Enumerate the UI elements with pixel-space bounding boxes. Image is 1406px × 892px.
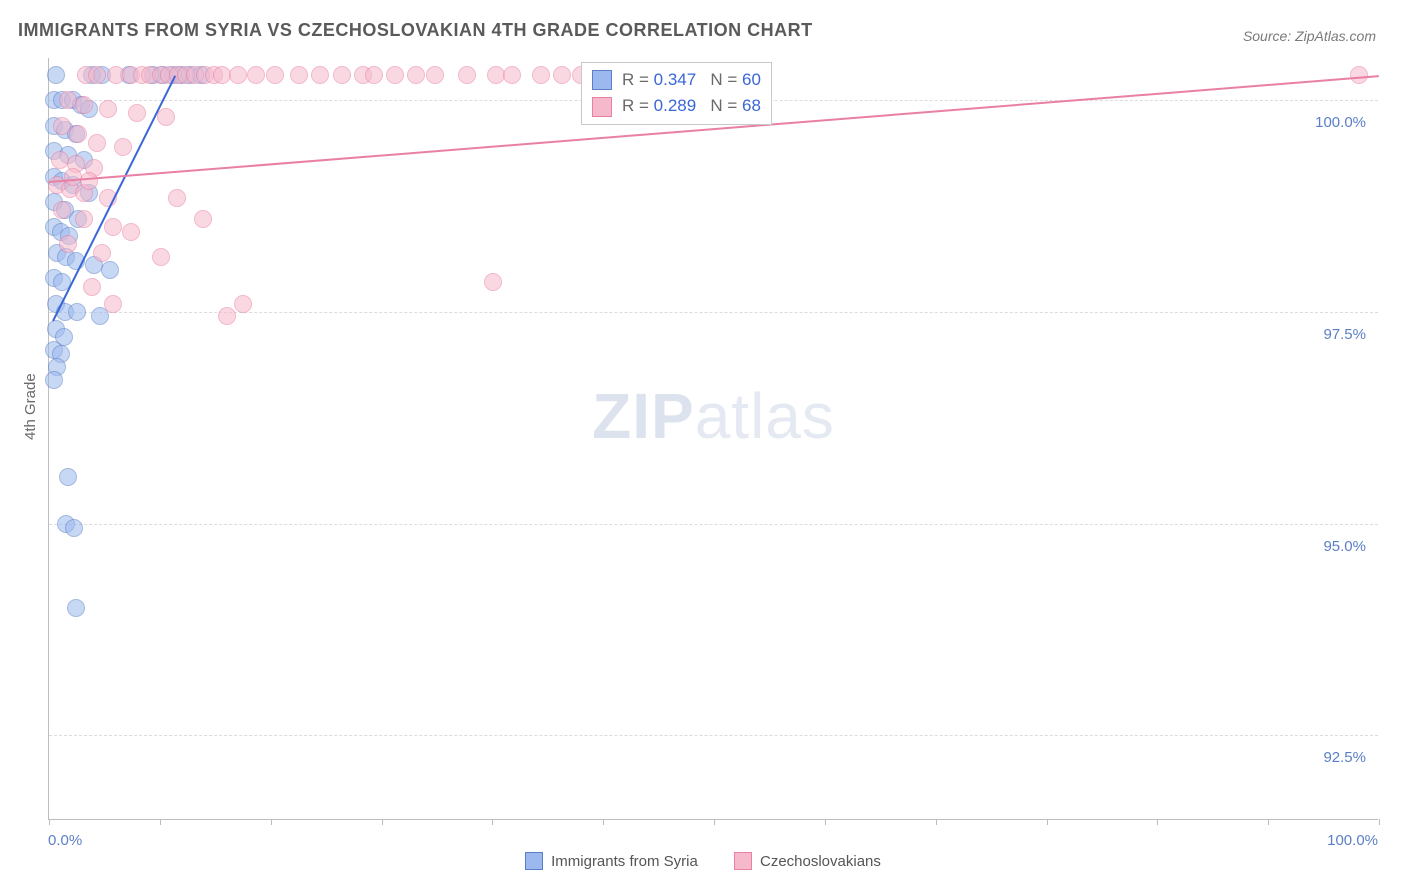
data-point-czech: [99, 100, 117, 118]
watermark-bold: ZIP: [592, 380, 695, 452]
data-point-czech: [503, 66, 521, 84]
data-point-czech: [426, 66, 444, 84]
data-point-czech: [247, 66, 265, 84]
data-point-czech: [484, 273, 502, 291]
x-tick-mark: [160, 819, 161, 825]
data-point-czech: [114, 138, 132, 156]
data-point-czech: [69, 125, 87, 143]
y-tick-label: 95.0%: [1323, 538, 1366, 555]
stats-text-czech: R = 0.289 N = 68: [622, 93, 761, 119]
data-point-czech: [386, 66, 404, 84]
data-point-czech: [157, 108, 175, 126]
watermark: ZIPatlas: [592, 379, 835, 453]
data-point-czech: [88, 66, 106, 84]
data-point-czech: [75, 210, 93, 228]
x-tick-mark: [603, 819, 604, 825]
data-point-czech: [80, 172, 98, 190]
stats-text-syria: R = 0.347 N = 60: [622, 67, 761, 93]
x-axis-min-label: 0.0%: [48, 832, 82, 849]
data-point-syria: [67, 599, 85, 617]
data-point-czech: [75, 96, 93, 114]
data-point-syria: [47, 66, 65, 84]
data-point-czech: [59, 235, 77, 253]
y-tick-label: 100.0%: [1315, 114, 1366, 131]
legend-item-syria: Immigrants from Syria: [525, 852, 698, 870]
data-point-czech: [311, 66, 329, 84]
data-point-czech: [458, 66, 476, 84]
x-tick-mark: [936, 819, 937, 825]
data-point-czech: [122, 223, 140, 241]
x-tick-mark: [1379, 819, 1380, 825]
x-tick-mark: [825, 819, 826, 825]
data-point-czech: [104, 295, 122, 313]
gridline: [49, 312, 1378, 313]
data-point-czech: [83, 278, 101, 296]
y-axis-label: 4th Grade: [22, 373, 39, 440]
data-point-czech: [553, 66, 571, 84]
legend-label-czech: Czechoslovakians: [760, 853, 881, 870]
data-point-czech: [290, 66, 308, 84]
legend-swatch-czech: [734, 852, 752, 870]
x-axis-max-label: 100.0%: [1327, 832, 1378, 849]
x-tick-mark: [271, 819, 272, 825]
watermark-rest: atlas: [695, 380, 835, 452]
data-point-czech: [234, 295, 252, 313]
x-tick-mark: [1157, 819, 1158, 825]
chart-title: IMMIGRANTS FROM SYRIA VS CZECHOSLOVAKIAN…: [18, 20, 813, 41]
legend-label-syria: Immigrants from Syria: [551, 853, 698, 870]
gridline: [49, 524, 1378, 525]
data-point-czech: [1350, 66, 1368, 84]
x-tick-mark: [382, 819, 383, 825]
data-point-czech: [194, 210, 212, 228]
legend-item-czech: Czechoslovakians: [734, 852, 881, 870]
data-point-czech: [104, 218, 122, 236]
x-tick-mark: [714, 819, 715, 825]
legend-swatch-syria: [525, 852, 543, 870]
data-point-syria: [68, 303, 86, 321]
data-point-czech: [88, 134, 106, 152]
source-label: Source: ZipAtlas.com: [1243, 28, 1376, 44]
y-tick-label: 92.5%: [1323, 749, 1366, 766]
x-tick-mark: [49, 819, 50, 825]
data-point-czech: [53, 201, 71, 219]
data-point-czech: [532, 66, 550, 84]
data-point-czech: [152, 248, 170, 266]
data-point-syria: [59, 468, 77, 486]
stats-row-czech: R = 0.289 N = 68: [592, 93, 761, 119]
data-point-czech: [266, 66, 284, 84]
data-point-czech: [128, 104, 146, 122]
data-point-syria: [101, 261, 119, 279]
data-point-czech: [93, 244, 111, 262]
data-point-czech: [333, 66, 351, 84]
x-tick-mark: [492, 819, 493, 825]
gridline: [49, 735, 1378, 736]
data-point-czech: [168, 189, 186, 207]
stats-swatch-syria: [592, 70, 612, 90]
stats-box: R = 0.347 N = 60R = 0.289 N = 68: [581, 62, 772, 125]
data-point-czech: [229, 66, 247, 84]
x-tick-mark: [1268, 819, 1269, 825]
data-point-syria: [65, 519, 83, 537]
data-point-syria: [45, 371, 63, 389]
stats-swatch-czech: [592, 97, 612, 117]
data-point-czech: [218, 307, 236, 325]
bottom-legend: Immigrants from Syria Czechoslovakians: [0, 852, 1406, 874]
data-point-czech: [365, 66, 383, 84]
y-tick-label: 97.5%: [1323, 326, 1366, 343]
x-tick-mark: [1047, 819, 1048, 825]
scatter-plot: ZIPatlas 100.0% 97.5% 95.0% 92.5% R = 0.347 …: [48, 58, 1378, 820]
data-point-czech: [407, 66, 425, 84]
stats-row-syria: R = 0.347 N = 60: [592, 67, 761, 93]
